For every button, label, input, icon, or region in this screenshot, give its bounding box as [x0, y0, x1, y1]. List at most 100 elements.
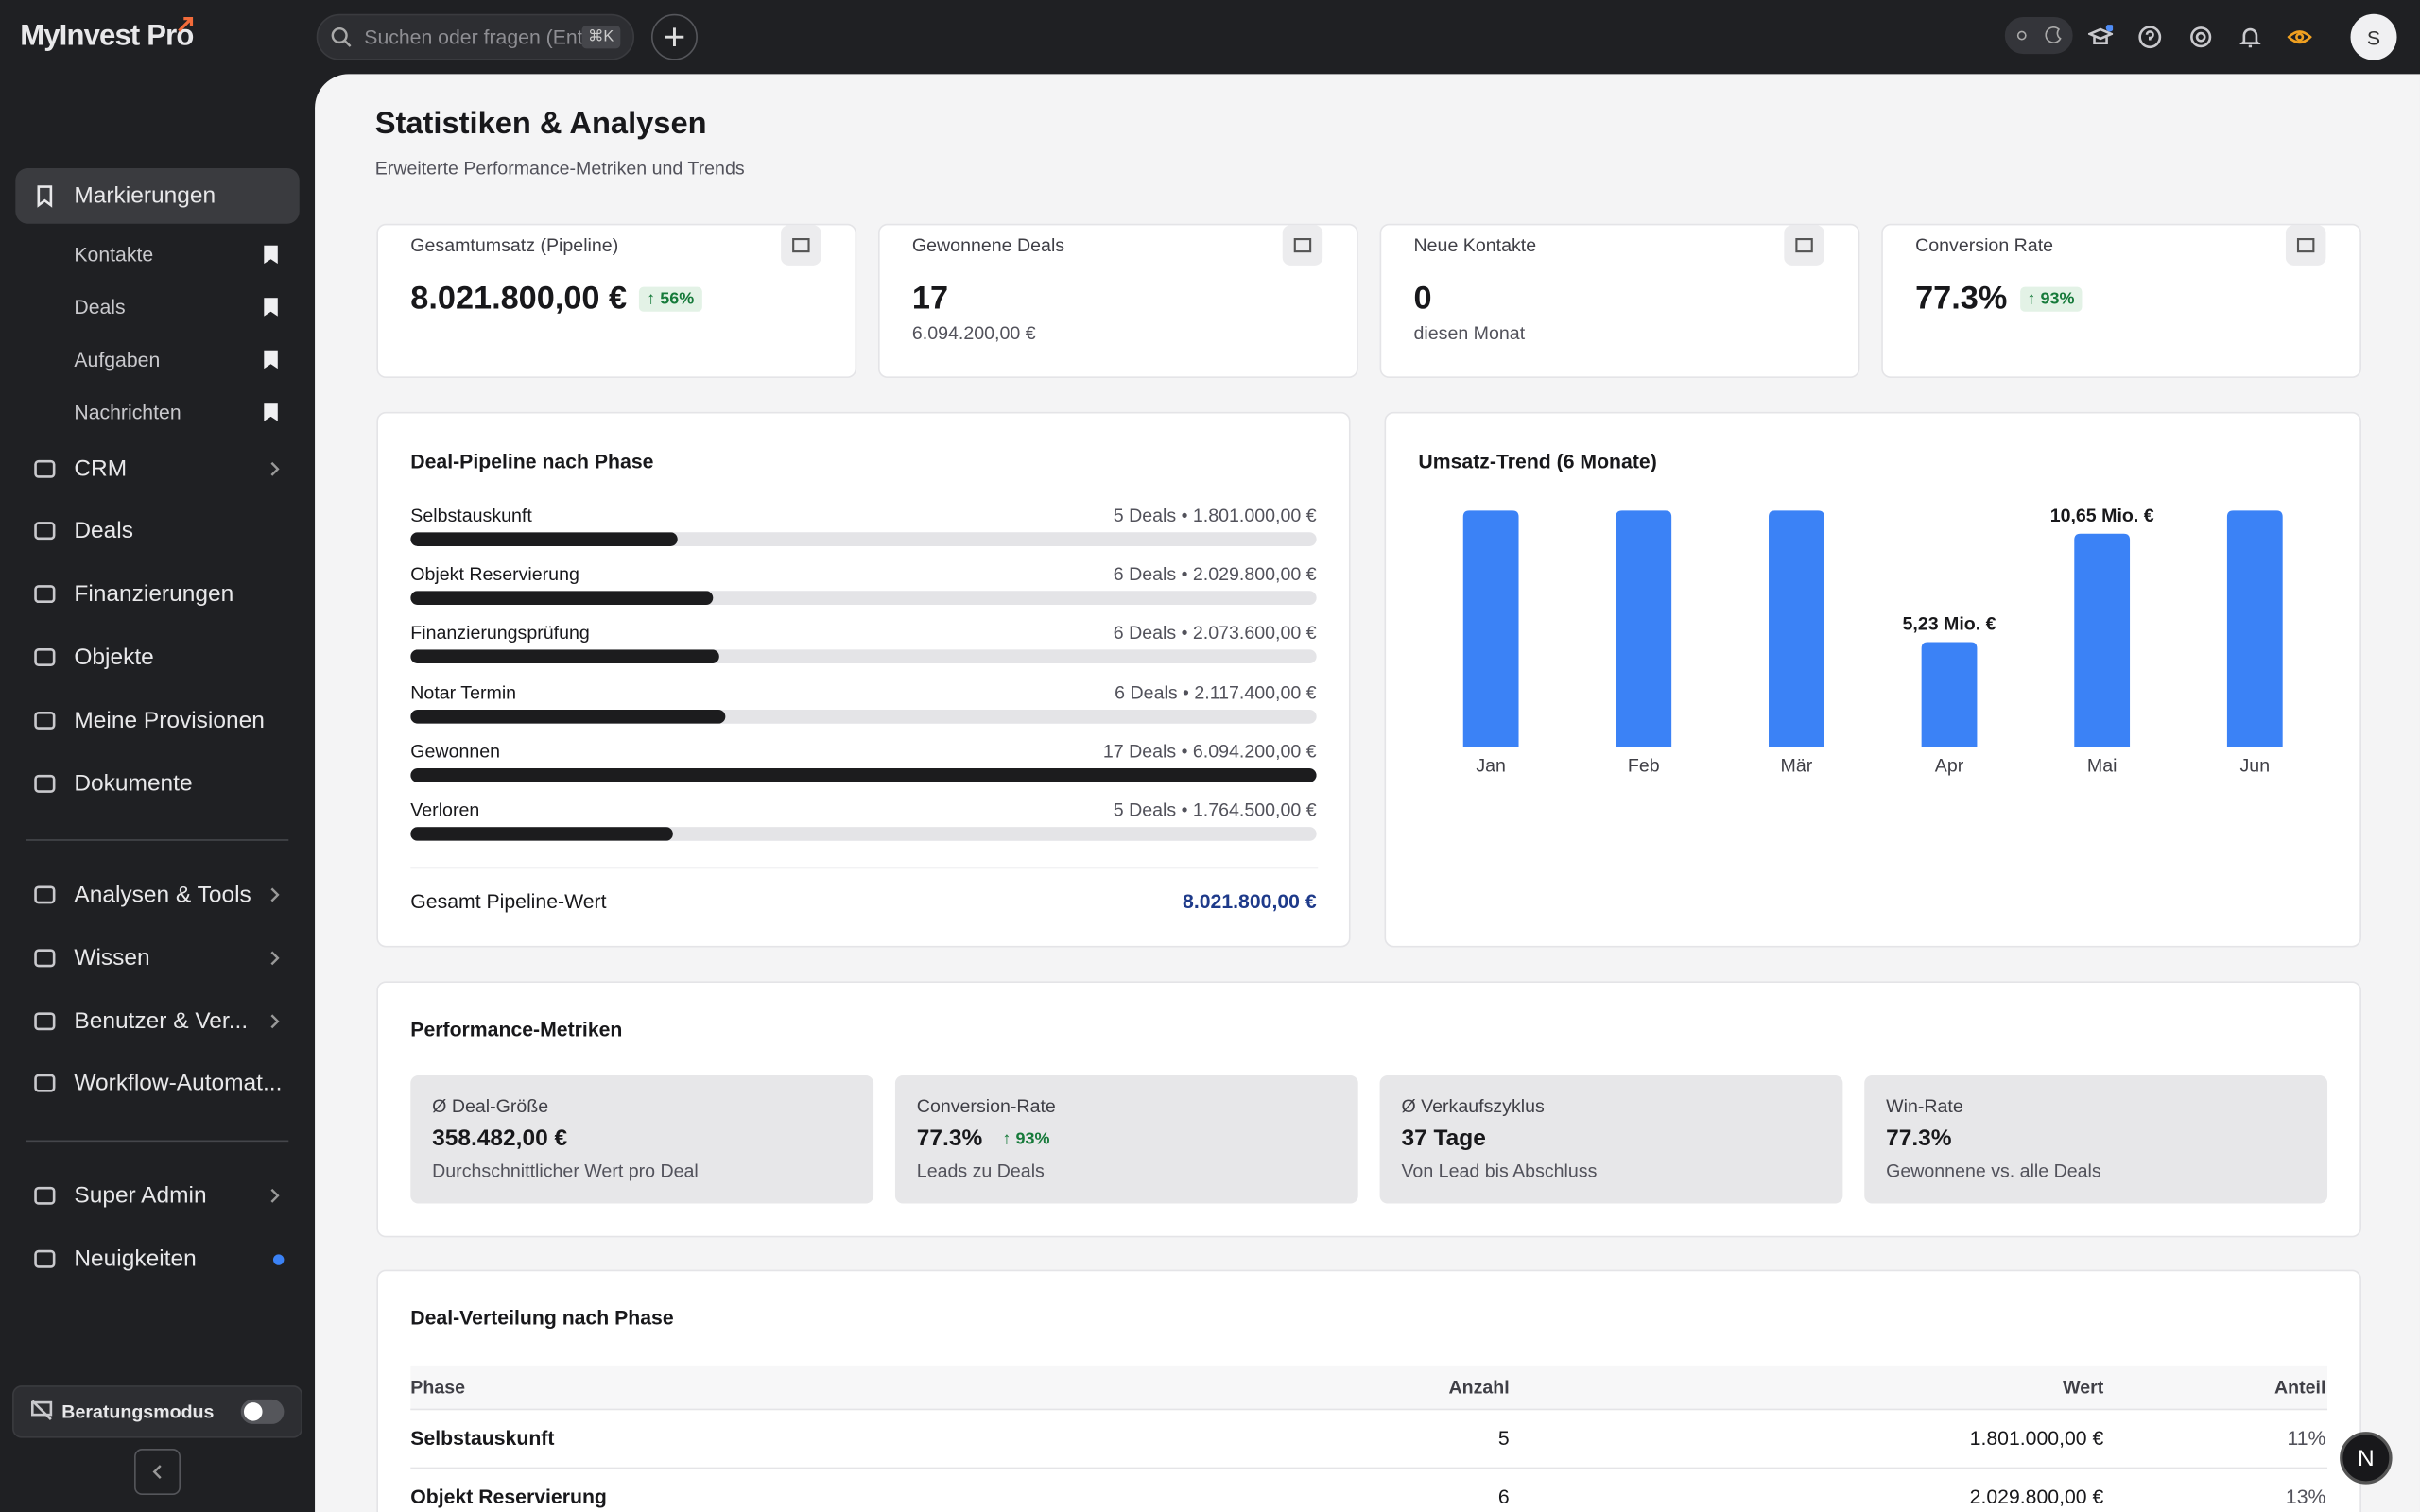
bar — [1921, 642, 1978, 747]
phase-value: 5 Deals • 1.764.500,00 € — [1113, 799, 1317, 821]
chevron-left — [152, 1465, 162, 1479]
nav-icon — [34, 774, 56, 793]
kpi-label: Neue Kontakte — [1413, 234, 1537, 257]
nav-item[interactable]: Objekte — [74, 644, 154, 671]
table-cell: 1.801.000,00 € — [1969, 1426, 2104, 1450]
progress-bar — [410, 709, 726, 724]
nav-item[interactable]: Meine Provisionen — [74, 707, 265, 734]
brand-mark — [178, 16, 194, 32]
kpi-value-text: 0 — [1413, 281, 1432, 317]
search-box[interactable]: Suchen oder fragen (Ent ⌘K — [316, 13, 635, 60]
kpi-card: Neue Kontakte 0 diesen Monat — [1379, 223, 1860, 378]
bookmark-icon — [37, 185, 53, 208]
table-cell: 2.029.800,00 € — [1969, 1485, 2104, 1508]
table-cell: 6 — [1497, 1485, 1510, 1508]
notifications-icon[interactable] — [2238, 25, 2262, 49]
nav-item[interactable]: CRM — [74, 455, 128, 483]
mode-label: Beratungsmodus — [61, 1400, 215, 1423]
kpi-value: 0 — [1414, 281, 1432, 318]
kpi-icon-svg — [792, 237, 810, 253]
kpi-icon — [2285, 225, 2326, 266]
nav-icon — [34, 648, 56, 666]
nav-icon — [34, 522, 56, 541]
kpi-label: Conversion Rate — [1915, 234, 2054, 257]
nav-item[interactable]: Workflow-Automat... — [74, 1070, 283, 1096]
kpi-card: Conversion Rate 77.3% ↑ 93% — [1881, 223, 2361, 378]
mode-toggle[interactable] — [240, 1399, 285, 1424]
progress-track — [410, 532, 1317, 546]
nav-item[interactable]: Super Admin — [74, 1182, 207, 1210]
pinned-item[interactable]: Nachrichten — [74, 400, 182, 424]
bar — [1616, 510, 1672, 747]
kpi-icon — [1784, 225, 1824, 266]
kpi-icon-svg — [2296, 237, 2315, 253]
learn-icon[interactable] — [2087, 25, 2114, 49]
phase-value: 6 Deals • 2.117.400,00 € — [1115, 680, 1317, 703]
moon-icon — [2045, 26, 2062, 43]
progress-bar — [410, 767, 1317, 782]
avatar[interactable]: S — [2350, 13, 2397, 60]
table-cell: 13% — [2285, 1485, 2326, 1508]
table-card: Deal-Verteilung nach Phase Phase Anzahl We… — [376, 1269, 2361, 1512]
collapse-button[interactable] — [134, 1449, 182, 1496]
kpi-value: 77.3% ↑ 93% — [1915, 281, 2083, 318]
metric-value-text: 37 Tage — [1401, 1125, 1486, 1152]
assistant-button[interactable]: N — [2340, 1432, 2393, 1485]
kpi-icon-svg — [1293, 237, 1312, 253]
bookmark — [264, 403, 278, 421]
nav-item[interactable]: Analysen & Tools — [74, 882, 251, 908]
table-cell: Selbstauskunft — [410, 1426, 555, 1450]
metric-sub: Durchschnittlicher Wert pro Deal — [432, 1160, 699, 1182]
metric-sub: Gewonnene vs. alle Deals — [1886, 1160, 2101, 1182]
card-title: Deal-Verteilung nach Phase — [410, 1306, 674, 1330]
bookmark-shape — [264, 403, 278, 421]
metric-value: 358.482,00 € — [432, 1125, 567, 1152]
icon-shape — [1293, 237, 1312, 253]
nav-item[interactable]: Wissen — [74, 944, 150, 971]
nav-item[interactable]: Benutzer & Ver... — [74, 1007, 249, 1035]
theme-toggle[interactable] — [2004, 16, 2073, 55]
metric-value: 77.3% ↑ 93% — [917, 1125, 1058, 1152]
nav-item[interactable]: Deals — [74, 517, 133, 544]
divider — [410, 867, 1319, 869]
metric-label: Ø Deal-Größe — [432, 1095, 549, 1118]
chevron — [270, 1188, 280, 1203]
bookmark — [264, 350, 278, 369]
bar — [2074, 533, 2131, 747]
help-icon[interactable] — [2137, 25, 2162, 49]
nav-icon — [34, 949, 56, 968]
badge-text: 93% — [2040, 290, 2075, 310]
x-tick-label: Apr — [1935, 756, 1964, 777]
metric-box: Ø Verkaufszyklus 37 Tage Von Lead bis Absc… — [1379, 1074, 1843, 1204]
kpi-badge: ↑ 56% — [639, 287, 702, 313]
brand[interactable]: MyInvest Pro — [20, 20, 194, 53]
metric-value: 37 Tage — [1401, 1125, 1485, 1152]
icon-shape — [1795, 237, 1813, 253]
pinned-item[interactable]: Kontakte — [74, 243, 154, 266]
progress-bar — [410, 649, 719, 664]
visibility-icon[interactable] — [2287, 25, 2312, 49]
metric-label: Conversion-Rate — [916, 1095, 1056, 1118]
pinned-header[interactable]: Markierungen — [74, 182, 216, 210]
phase-label: Finanzierungsprüfung — [410, 622, 590, 644]
nav-icon — [34, 1074, 56, 1092]
phase-label: Notar Termin — [410, 680, 517, 703]
chevron — [270, 1014, 280, 1029]
mode-icon — [30, 1400, 53, 1420]
add-button[interactable] — [650, 13, 698, 60]
nav-item[interactable]: Dokumente — [74, 770, 193, 798]
plus-icon — [665, 27, 684, 46]
settings-icon[interactable] — [2188, 25, 2213, 49]
icon-shape — [34, 522, 56, 541]
nav-item[interactable]: Finanzierungen — [74, 580, 234, 608]
nav-item[interactable]: Neuigkeiten — [74, 1246, 197, 1273]
icon-shape — [34, 949, 56, 968]
metric-label: Ø Verkaufszyklus — [1401, 1095, 1545, 1118]
phase-label: Verloren — [410, 799, 480, 821]
pinned-item[interactable]: Deals — [74, 295, 126, 319]
phase-value: 5 Deals • 1.801.000,00 € — [1113, 504, 1317, 526]
kpi-icon — [781, 225, 821, 266]
pinned-item[interactable]: Aufgaben — [74, 348, 161, 371]
column-header: Anteil — [2273, 1376, 2326, 1399]
pinned-header-bg[interactable] — [15, 167, 300, 224]
